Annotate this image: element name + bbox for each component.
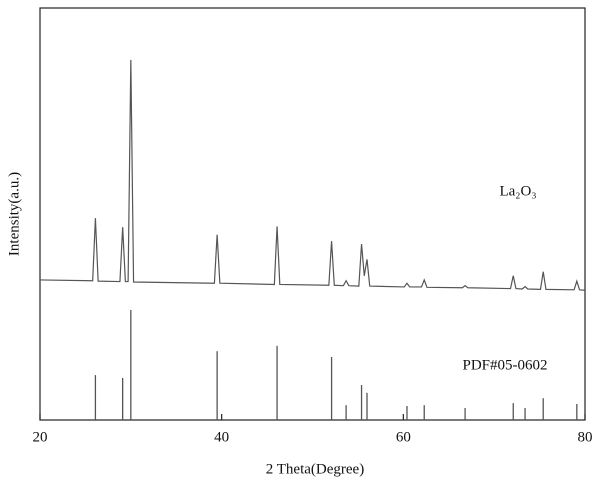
x-tick-label: 80 xyxy=(578,429,593,445)
plot-frame xyxy=(39,7,586,421)
annotation: PDF#05-0602 xyxy=(462,357,547,373)
y-axis-label: Intensity(a.u.) xyxy=(6,172,22,256)
pattern-line xyxy=(39,59,586,291)
annotation: La₂O₃ xyxy=(499,183,536,199)
x-tick-label: 60 xyxy=(396,429,411,445)
x-tick-label: 20 xyxy=(33,429,48,445)
x-axis-label: 2 Theta(Degree) xyxy=(266,461,364,477)
x-tick-label: 40 xyxy=(214,429,229,445)
